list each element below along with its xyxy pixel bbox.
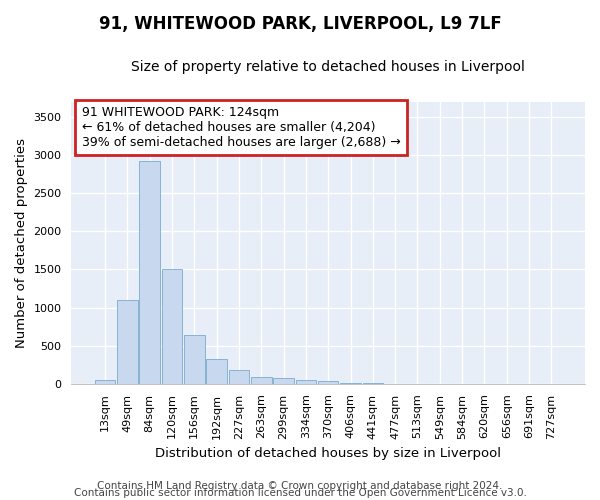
Bar bbox=[229, 370, 249, 384]
Text: Contains HM Land Registry data © Crown copyright and database right 2024.: Contains HM Land Registry data © Crown c… bbox=[97, 481, 503, 491]
Bar bbox=[296, 380, 316, 384]
Bar bbox=[251, 376, 272, 384]
Bar bbox=[206, 358, 227, 384]
Title: Size of property relative to detached houses in Liverpool: Size of property relative to detached ho… bbox=[131, 60, 525, 74]
Text: 91 WHITEWOOD PARK: 124sqm
← 61% of detached houses are smaller (4,204)
39% of se: 91 WHITEWOOD PARK: 124sqm ← 61% of detac… bbox=[82, 106, 400, 149]
Bar bbox=[162, 268, 182, 384]
Bar bbox=[318, 381, 338, 384]
Text: Contains public sector information licensed under the Open Government Licence v3: Contains public sector information licen… bbox=[74, 488, 526, 498]
Bar bbox=[340, 382, 361, 384]
Y-axis label: Number of detached properties: Number of detached properties bbox=[15, 138, 28, 348]
Bar bbox=[95, 380, 115, 384]
X-axis label: Distribution of detached houses by size in Liverpool: Distribution of detached houses by size … bbox=[155, 447, 501, 460]
Text: 91, WHITEWOOD PARK, LIVERPOOL, L9 7LF: 91, WHITEWOOD PARK, LIVERPOOL, L9 7LF bbox=[98, 15, 502, 33]
Bar bbox=[117, 300, 137, 384]
Bar bbox=[184, 335, 205, 384]
Bar bbox=[139, 161, 160, 384]
Bar bbox=[273, 378, 294, 384]
Bar bbox=[362, 383, 383, 384]
